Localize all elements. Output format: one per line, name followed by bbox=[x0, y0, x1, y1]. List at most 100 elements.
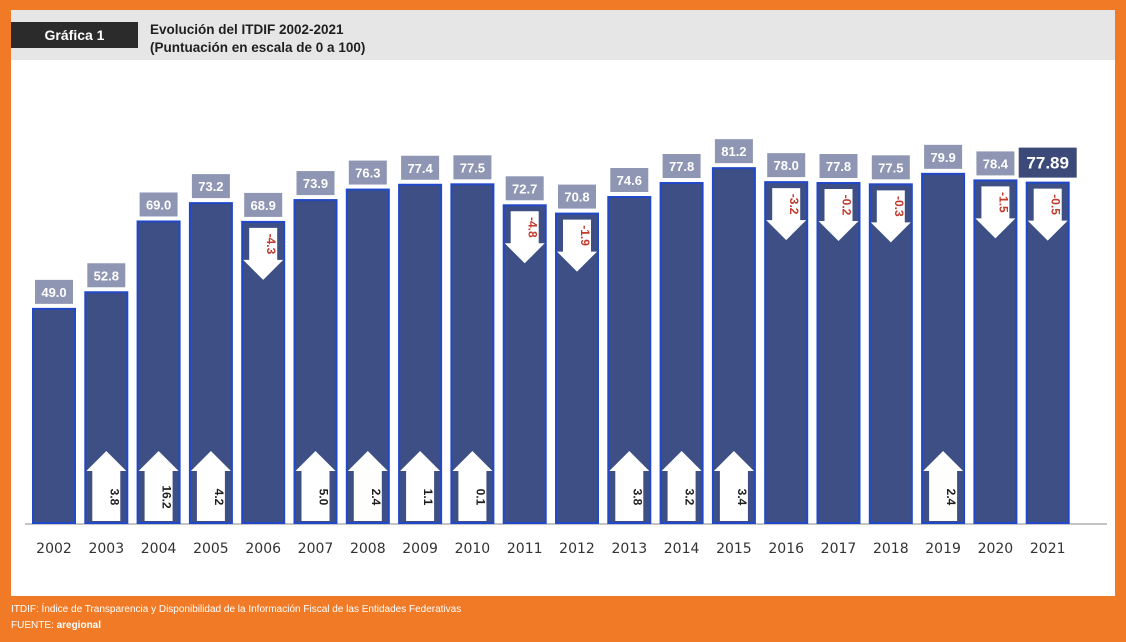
up-arrow-2004 bbox=[138, 451, 179, 521]
change-label-2012: -1.9 bbox=[578, 225, 592, 246]
down-arrow-2021 bbox=[1027, 188, 1068, 241]
value-label-2019: 79.9 bbox=[930, 150, 955, 165]
value-box-2007 bbox=[296, 171, 335, 196]
value-label-2011: 72.7 bbox=[512, 181, 537, 196]
value-box-2015 bbox=[714, 139, 753, 164]
up-arrow-2010 bbox=[452, 451, 493, 521]
value-box-2012 bbox=[558, 184, 596, 209]
value-box-2021 bbox=[1018, 147, 1077, 178]
up-arrow-2005 bbox=[190, 451, 231, 521]
value-box-2010 bbox=[453, 155, 492, 180]
chart-panel: Gráfica 1 Evolución del ITDIF 2002-2021 … bbox=[11, 10, 1115, 596]
down-arrow-2018 bbox=[870, 190, 911, 243]
value-box-2008 bbox=[348, 160, 387, 185]
value-label-2009: 77.4 bbox=[407, 161, 433, 176]
change-label-2008: 2.4 bbox=[369, 489, 383, 506]
value-label-2014: 77.8 bbox=[669, 159, 694, 174]
value-box-2014 bbox=[662, 154, 701, 179]
down-arrow-2017 bbox=[818, 189, 859, 242]
value-label-2013: 74.6 bbox=[617, 173, 642, 188]
value-box-2018 bbox=[871, 155, 910, 180]
value-label-2012: 70.8 bbox=[564, 190, 589, 205]
value-label-2004: 69.0 bbox=[146, 197, 171, 212]
tick-label-2003: 2003 bbox=[88, 541, 124, 557]
footnote: ITDIF: Índice de Transparencia y Disponi… bbox=[11, 604, 462, 615]
value-box-2013 bbox=[610, 167, 649, 192]
chart-title-line1: Evolución del ITDIF 2002-2021 bbox=[150, 22, 344, 37]
tick-label-2013: 2013 bbox=[611, 541, 647, 557]
value-label-2015: 81.2 bbox=[721, 144, 746, 159]
change-label-2003: 3.8 bbox=[107, 489, 121, 506]
change-label-2016: -3.2 bbox=[787, 194, 801, 215]
tick-label-2012: 2012 bbox=[559, 541, 595, 557]
chart-title: Evolución del ITDIF 2002-2021 (Puntuació… bbox=[150, 21, 365, 57]
change-label-2015: 3.4 bbox=[735, 489, 749, 506]
change-label-2005: 4.2 bbox=[212, 489, 226, 506]
up-arrow-2008 bbox=[347, 451, 388, 521]
up-arrow-2014 bbox=[661, 451, 702, 521]
value-label-2008: 76.3 bbox=[355, 166, 380, 181]
change-label-2004: 16.2 bbox=[160, 485, 174, 509]
value-box-2017 bbox=[819, 154, 858, 179]
value-box-2005 bbox=[191, 174, 230, 199]
chart-footer: ITDIF: Índice de Transparencia y Disponi… bbox=[11, 602, 461, 634]
up-arrow-2009 bbox=[400, 451, 441, 521]
change-label-2006: -4.3 bbox=[264, 234, 278, 255]
tick-label-2010: 2010 bbox=[455, 541, 491, 557]
source-label: FUENTE: bbox=[11, 620, 54, 631]
value-box-2016 bbox=[767, 153, 806, 178]
value-box-2004 bbox=[139, 192, 178, 217]
down-arrow-2016 bbox=[766, 188, 807, 241]
value-box-2019 bbox=[924, 144, 963, 169]
value-label-2021: 77.89 bbox=[1026, 154, 1069, 173]
change-label-2011: -4.8 bbox=[526, 217, 540, 238]
bar-2002 bbox=[32, 307, 76, 524]
value-label-2002: 49.0 bbox=[41, 285, 66, 300]
tick-label-2020: 2020 bbox=[978, 541, 1014, 557]
up-arrow-2019 bbox=[923, 451, 964, 521]
change-label-2009: 1.1 bbox=[421, 489, 435, 506]
value-label-2007: 73.9 bbox=[303, 176, 328, 191]
tick-label-2002: 2002 bbox=[36, 541, 72, 557]
tick-label-2009: 2009 bbox=[402, 541, 438, 557]
chart-header: Gráfica 1 Evolución del ITDIF 2002-2021 … bbox=[11, 10, 1115, 60]
change-label-2021: -0.5 bbox=[1049, 194, 1063, 215]
tick-label-2015: 2015 bbox=[716, 541, 752, 557]
change-label-2010: 0.1 bbox=[473, 489, 487, 506]
up-arrow-2007 bbox=[295, 451, 336, 521]
bar-chart: 49.0 2002 52.8 2003 3.8 69.0 2004 16.2 73.2 2005 4… bbox=[25, 139, 1107, 557]
tick-label-2011: 2011 bbox=[507, 541, 543, 557]
down-arrow-2011 bbox=[504, 211, 545, 264]
chart-subtitle: (Puntuación en escala de 0 a 100) bbox=[150, 40, 366, 55]
tick-label-2021: 2021 bbox=[1030, 541, 1066, 557]
source-line: FUENTE: aregional bbox=[11, 618, 461, 634]
value-box-2003 bbox=[87, 263, 126, 288]
figure-label: Gráfica 1 bbox=[11, 22, 138, 48]
tick-label-2017: 2017 bbox=[821, 541, 857, 557]
tick-label-2004: 2004 bbox=[141, 541, 177, 557]
value-label-2020: 78.4 bbox=[983, 156, 1009, 171]
tick-label-2014: 2014 bbox=[664, 541, 700, 557]
down-arrow-2020 bbox=[975, 186, 1016, 239]
change-label-2007: 5.0 bbox=[317, 489, 331, 506]
change-label-2020: -1.5 bbox=[996, 192, 1010, 213]
value-label-2018: 77.5 bbox=[878, 160, 903, 175]
value-box-2011 bbox=[505, 176, 544, 201]
value-box-2006 bbox=[244, 192, 283, 217]
down-arrow-2006 bbox=[243, 227, 284, 280]
value-label-2005: 73.2 bbox=[198, 179, 223, 194]
tick-label-2005: 2005 bbox=[193, 541, 229, 557]
down-arrow-2012 bbox=[557, 219, 597, 272]
tick-label-2016: 2016 bbox=[768, 541, 804, 557]
tick-label-2008: 2008 bbox=[350, 541, 386, 557]
up-arrow-2003 bbox=[86, 451, 127, 521]
value-box-2002 bbox=[35, 279, 73, 304]
value-label-2016: 78.0 bbox=[774, 158, 799, 173]
change-label-2014: 3.2 bbox=[683, 489, 697, 506]
tick-label-2007: 2007 bbox=[298, 541, 334, 557]
tick-label-2006: 2006 bbox=[245, 541, 281, 557]
change-label-2019: 2.4 bbox=[944, 489, 958, 506]
tick-label-2018: 2018 bbox=[873, 541, 909, 557]
change-label-2017: -0.2 bbox=[840, 195, 854, 216]
source-value: aregional bbox=[56, 620, 102, 631]
